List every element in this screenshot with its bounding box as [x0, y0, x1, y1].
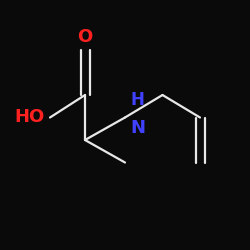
Text: H: H: [130, 91, 144, 109]
Text: N: N: [130, 119, 145, 137]
Text: O: O: [78, 28, 92, 46]
Text: HO: HO: [15, 108, 45, 126]
